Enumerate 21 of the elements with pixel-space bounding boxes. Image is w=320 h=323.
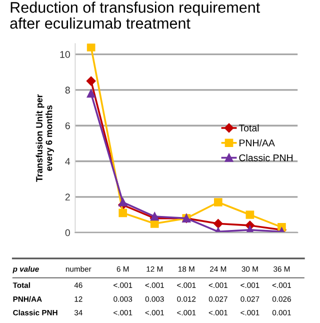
y-tick-label: 0 [65,229,70,236]
y-tick-label: 10 [60,51,70,58]
legend-label: Classic PNH [239,154,293,162]
point [86,76,96,86]
legend-label: Total [238,124,259,132]
y-tick-label: 8 [65,86,70,94]
legend-label: PNH/AA [240,139,275,146]
point [214,219,223,228]
point [118,208,128,218]
point [118,198,128,206]
point [150,212,159,221]
y-axis-title: Transfusion Unit per every 6 months [36,94,54,182]
point [214,198,222,206]
point [246,210,254,219]
chart-title: Reduction of transfusion requirement after eculizumab treatment [10,2,260,29]
y-tick-label: 2 [65,194,70,200]
point [86,44,96,52]
y-tick-label: 6 [65,122,70,130]
point [86,89,96,98]
point [150,219,159,228]
y-tick-label: 4 [65,158,70,165]
